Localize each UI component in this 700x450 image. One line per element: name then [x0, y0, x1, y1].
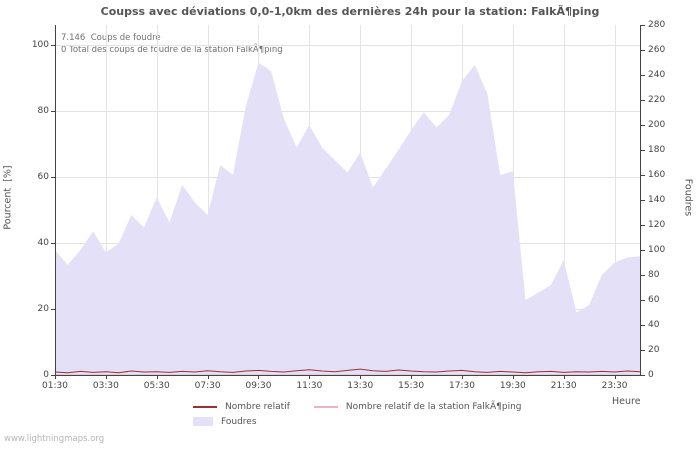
legend-row-lines: Nombre relatif Nombre relatif de la stat… — [193, 399, 522, 414]
annotation-total-strikes: 7.146 Coups de foudre — [61, 33, 161, 43]
legend-swatch-foudres — [193, 417, 213, 426]
legend-swatch-station-line — [313, 405, 338, 408]
legend-label-station-line: Nombre relatif de la station FalkÃ¶ping — [345, 401, 522, 412]
y-axis-left-tick-80: 80 — [37, 105, 49, 116]
y-axis-right-tick-100: 100 — [648, 245, 666, 255]
legend-row-area: Foudres — [193, 414, 522, 429]
y-axis-right-tick-160: 160 — [648, 170, 666, 180]
y-axis-left-tick-0: 0 — [43, 370, 49, 380]
legend-swatch-nombre-relatif — [193, 405, 217, 408]
chart-title: Coupss avec déviations 0,0-1,0km des der… — [100, 5, 600, 18]
y-axis-left-tick-20: 20 — [37, 303, 49, 314]
x-axis-tick-2130: 21:30 — [550, 381, 577, 391]
x-axis-tick-0930: 09:30 — [245, 381, 272, 391]
y-axis-right-tick-280: 280 — [648, 20, 666, 30]
y-axis-right-tick-200: 200 — [648, 120, 666, 130]
y-axis-right-tick-260: 260 — [648, 45, 666, 55]
y-axis-right-tick-40: 40 — [648, 320, 660, 330]
x-axis-tick-1930: 19:30 — [499, 381, 526, 391]
legend: Nombre relatif Nombre relatif de la stat… — [193, 399, 522, 429]
y-axis-right-tick-140: 140 — [648, 195, 666, 205]
y-axis-left-tick-40: 40 — [37, 237, 49, 248]
y-axis-right-tick-220: 220 — [648, 95, 666, 105]
y-axis-right-tick-120: 120 — [648, 220, 666, 230]
x-axis-tick-1130: 11:30 — [296, 381, 323, 391]
x-axis-tick-0730: 07:30 — [194, 381, 221, 391]
y-axis-right-tick-20: 20 — [648, 345, 660, 355]
y-axis-right-tick-0: 0 — [648, 370, 654, 380]
x-axis-tick-0130: 01:30 — [42, 381, 68, 391]
x-axis-tick-2330: 23:30 — [601, 381, 628, 391]
y-axis-left-tick-60: 60 — [37, 171, 49, 182]
y-axis-right-tick-80: 80 — [648, 270, 660, 280]
y-axis-right-tick-180: 180 — [648, 145, 666, 155]
y-axis-left-tick-100: 100 — [31, 39, 49, 50]
x-axis-tick-0330: 03:30 — [92, 381, 119, 391]
line-series-nombre-relatif — [54, 368, 641, 374]
legend-label-foudres: Foudres — [221, 416, 257, 427]
x-axis-label: Heure — [612, 396, 641, 407]
area-series-foudres — [55, 62, 640, 375]
x-axis-tick-1730: 17:30 — [448, 381, 475, 391]
annotation-station-strikes: 0 Total des coups de foudre de la statio… — [61, 45, 283, 55]
x-axis-tick-1530: 15:30 — [398, 381, 425, 391]
y-axis-right-tick-60: 60 — [648, 295, 660, 305]
x-axis-tick-1330: 13:30 — [347, 381, 374, 391]
watermark-link[interactable]: www.lightningmaps.org — [4, 434, 105, 444]
y-axis-right-tick-240: 240 — [648, 70, 666, 80]
x-axis-tick-0530: 05:30 — [143, 381, 170, 391]
legend-label-nombre-relatif: Nombre relatif — [225, 401, 290, 412]
